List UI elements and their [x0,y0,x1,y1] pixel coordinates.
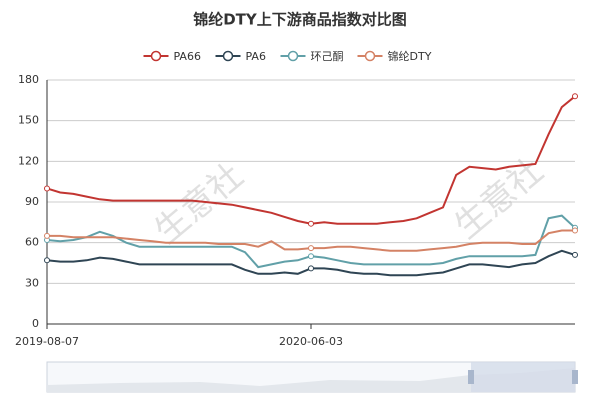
legend-label: PA6 [246,50,266,63]
point-marker [308,253,314,260]
y-tick-label: 90 [25,195,39,208]
point-marker [308,245,314,252]
legend-label: PA66 [174,50,201,63]
point-marker [44,185,50,192]
x-tick-label: 2019-08-07 [15,335,79,348]
legend-item[interactable]: PA66 [143,50,201,63]
zoom-handle[interactable] [468,370,474,384]
legend-item[interactable]: 环己酮 [280,50,344,63]
point-marker [44,232,50,239]
y-tick-label: 0 [32,317,39,330]
legend-icon [222,50,234,62]
point-marker [308,220,314,227]
y-tick-label: 180 [18,73,39,86]
chart-title: 锦纶DTY上下游商品指数对比图 [193,11,407,29]
zoom-handle[interactable] [572,370,578,384]
watermark: 生意社 [447,151,551,247]
y-tick-label: 120 [18,154,39,167]
legend-item[interactable]: PA6 [215,50,266,63]
y-tick-label: 60 [25,236,39,249]
point-marker [572,227,578,234]
legend-icon [364,50,376,62]
y-tick-label: 150 [18,114,39,127]
watermark: 生意社 [147,156,251,252]
legend-icon [287,50,299,62]
legend-item[interactable]: 锦纶DTY [357,49,432,63]
point-marker [308,265,314,272]
legend-label: 环己酮 [311,50,344,63]
zoom-window[interactable] [471,362,575,392]
legend-icon [150,50,162,62]
point-marker [572,251,578,258]
point-marker [572,93,578,100]
legend-label: 锦纶DTY [388,49,432,63]
zoom-preview [47,368,575,392]
data-zoom[interactable] [46,361,578,393]
y-tick-label: 30 [25,276,39,289]
point-marker [44,257,50,264]
x-tick-label: 2020-06-03 [279,335,343,348]
